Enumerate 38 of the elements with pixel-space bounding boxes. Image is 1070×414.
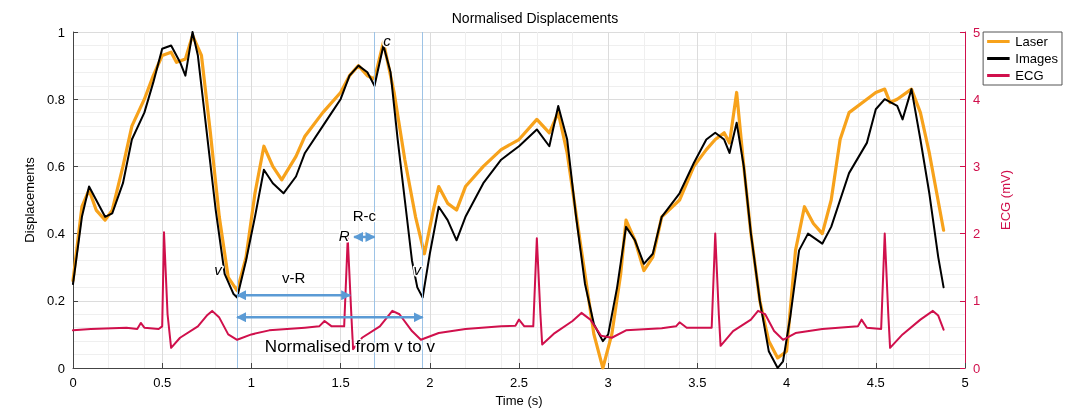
x-tick-label: 0.5	[153, 375, 172, 390]
x-axis-title: Time (s)	[495, 393, 543, 408]
y-tick-label: 1	[57, 24, 65, 40]
annotation: R	[338, 226, 350, 244]
y2-axis-title: ECG (mV)	[998, 170, 1013, 230]
x-tick-label: 1	[247, 375, 256, 390]
y-tick-label: 0	[57, 360, 65, 376]
x-tick-label: 4	[782, 375, 791, 390]
y2-tick-label: 4	[973, 91, 981, 107]
x-tick-label: 1.5	[331, 375, 350, 390]
x-tick-label: 3	[604, 375, 612, 390]
x-tick-label: 5	[961, 375, 969, 390]
x-tick-label: 0	[69, 375, 77, 390]
x-tick-label: 2	[426, 375, 434, 390]
y2-tick-label: 5	[973, 24, 981, 40]
line-series	[72, 231, 945, 351]
y-tick-label: 0.6	[46, 158, 65, 174]
annotation: v	[214, 261, 224, 279]
x-tick-label: 2.5	[509, 375, 529, 390]
y2-tick-label: 1	[973, 293, 981, 309]
chart-title: Normalised Displacements	[451, 10, 619, 26]
y2-tick-label: 0	[973, 360, 981, 376]
annotation: v	[413, 260, 423, 278]
annotation: c	[383, 32, 392, 50]
annotation: Normalised from v to v	[264, 336, 436, 356]
legend-label: Images	[1015, 51, 1059, 66]
y-tick-label: 0.4	[46, 226, 65, 242]
legend-label: ECG	[1015, 68, 1044, 83]
y2-tick-label: 2	[973, 226, 981, 242]
annotation: R-c	[352, 206, 377, 224]
y2-tick-label: 3	[973, 158, 981, 174]
annotation: v-R	[281, 269, 306, 287]
x-tick-label: 4.5	[866, 375, 885, 390]
y-axis-title: Displacements	[22, 156, 38, 243]
y-tick-label: 0.2	[46, 293, 65, 309]
y-tick-label: 0.8	[46, 91, 65, 107]
legend-label: Laser	[1015, 34, 1049, 49]
x-tick-label: 3.5	[688, 375, 707, 390]
